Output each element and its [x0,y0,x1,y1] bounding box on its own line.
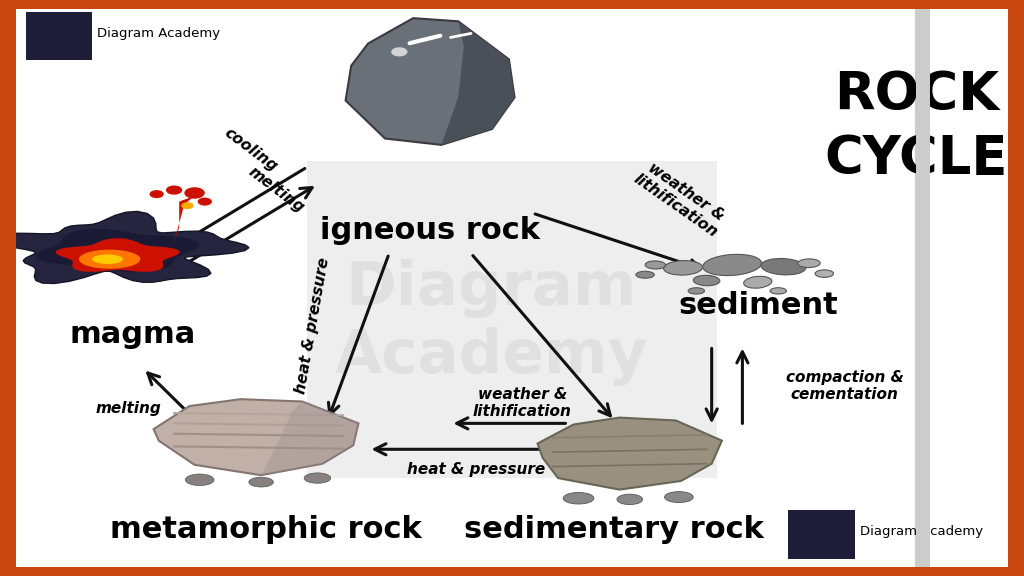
Text: igneous rock: igneous rock [321,216,540,245]
Polygon shape [0,211,249,283]
Circle shape [181,202,194,209]
Text: weather &
lithification: weather & lithification [473,387,571,419]
Polygon shape [36,229,200,272]
Bar [307,161,717,478]
Ellipse shape [770,288,786,294]
Circle shape [166,185,182,195]
Ellipse shape [664,260,702,275]
Polygon shape [441,21,514,145]
Text: heat & pressure: heat & pressure [293,256,332,395]
Ellipse shape [645,261,666,269]
Ellipse shape [702,255,762,275]
Text: metamorphic rock: metamorphic rock [111,516,422,544]
Circle shape [150,190,164,198]
Text: Diagram Academy: Diagram Academy [860,525,983,539]
Text: compaction &
cementation: compaction & cementation [785,370,904,402]
Ellipse shape [249,477,273,487]
Text: heat & pressure: heat & pressure [407,462,546,477]
Text: weather &
lithification: weather & lithification [631,157,731,240]
Polygon shape [56,238,180,272]
Text: magma: magma [70,320,197,348]
Text: melting: melting [95,401,161,416]
Circle shape [391,47,408,56]
Ellipse shape [798,259,820,268]
Polygon shape [538,418,722,490]
Ellipse shape [185,474,214,486]
Text: sediment: sediment [678,291,838,320]
Polygon shape [92,255,123,264]
Text: Diagram
Academy: Diagram Academy [335,259,648,386]
Polygon shape [345,18,514,145]
Ellipse shape [743,276,772,288]
Polygon shape [154,399,358,475]
Ellipse shape [304,473,331,483]
Polygon shape [261,401,358,475]
Polygon shape [174,196,195,242]
Ellipse shape [665,492,693,502]
Text: ROCK
CYCLE: ROCK CYCLE [824,69,1009,185]
Text: melting: melting [246,164,307,216]
Circle shape [198,198,212,206]
Ellipse shape [761,259,806,275]
Ellipse shape [636,271,654,278]
Ellipse shape [693,275,720,286]
Ellipse shape [616,494,643,505]
Ellipse shape [815,270,834,277]
Ellipse shape [563,492,594,504]
Text: sedimentary rock: sedimentary rock [465,516,764,544]
Text: cooling: cooling [221,125,281,175]
Text: Diagram Academy: Diagram Academy [97,27,220,40]
Ellipse shape [688,288,705,294]
Circle shape [184,187,205,199]
Polygon shape [79,250,140,268]
